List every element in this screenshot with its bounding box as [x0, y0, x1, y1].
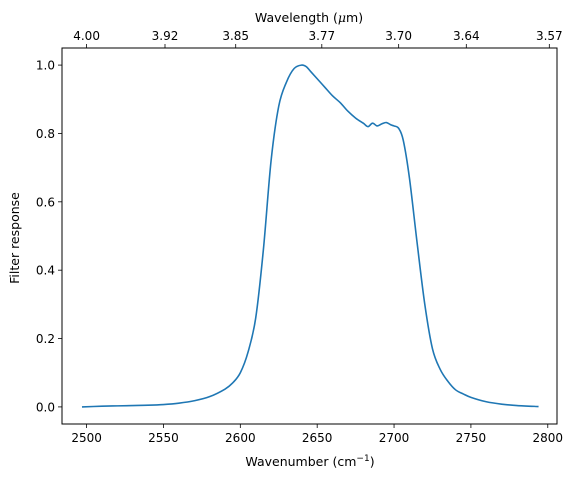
y-tick-label: 0.8 [36, 127, 55, 141]
top-x-tick-label: 3.85 [222, 29, 249, 43]
top-x-axis-label-mu: μ [338, 10, 346, 25]
x-tick-label: 2500 [71, 431, 102, 445]
x-tick-label: 2600 [225, 431, 256, 445]
x-tick-label: 2750 [456, 431, 487, 445]
top-x-tick-label: 4.00 [73, 29, 100, 43]
y-axis: 0.0 0.2 0.4 0.6 0.8 1.0 [36, 59, 62, 414]
y-tick-label: 0.4 [36, 264, 55, 278]
x-tick-label: 2650 [302, 431, 333, 445]
x-axis-label-close: ) [370, 454, 375, 469]
top-x-tick-label: 3.77 [308, 29, 335, 43]
y-tick-label: 0.2 [36, 332, 55, 346]
y-axis-label: Filter response [7, 192, 22, 284]
plot-area [61, 47, 558, 425]
top-x-axis-label: Wavelength (μm) [255, 10, 363, 25]
y-tick-label: 0.6 [36, 195, 55, 209]
x-axis-label: Wavenumber (cm−1) [245, 454, 374, 469]
x-tick-label: 2800 [533, 431, 564, 445]
top-x-tick-label: 3.57 [536, 29, 563, 43]
y-tick-label: 0.0 [36, 400, 55, 414]
top-x-tick-label: 3.92 [152, 29, 179, 43]
x-axis-label-exponent: −1 [356, 454, 369, 464]
x-axis: 2500 2550 2600 2650 2700 2750 2800 [71, 424, 563, 445]
top-x-tick-label: 3.70 [385, 29, 412, 43]
y-tick-label: 1.0 [36, 59, 55, 73]
top-x-axis: 4.00 3.92 3.85 3.77 3.70 3.64 3.57 [73, 29, 563, 48]
top-x-tick-label: 3.64 [453, 29, 480, 43]
x-tick-label: 2550 [148, 431, 179, 445]
x-tick-label: 2700 [379, 431, 410, 445]
series-line [81, 64, 539, 408]
